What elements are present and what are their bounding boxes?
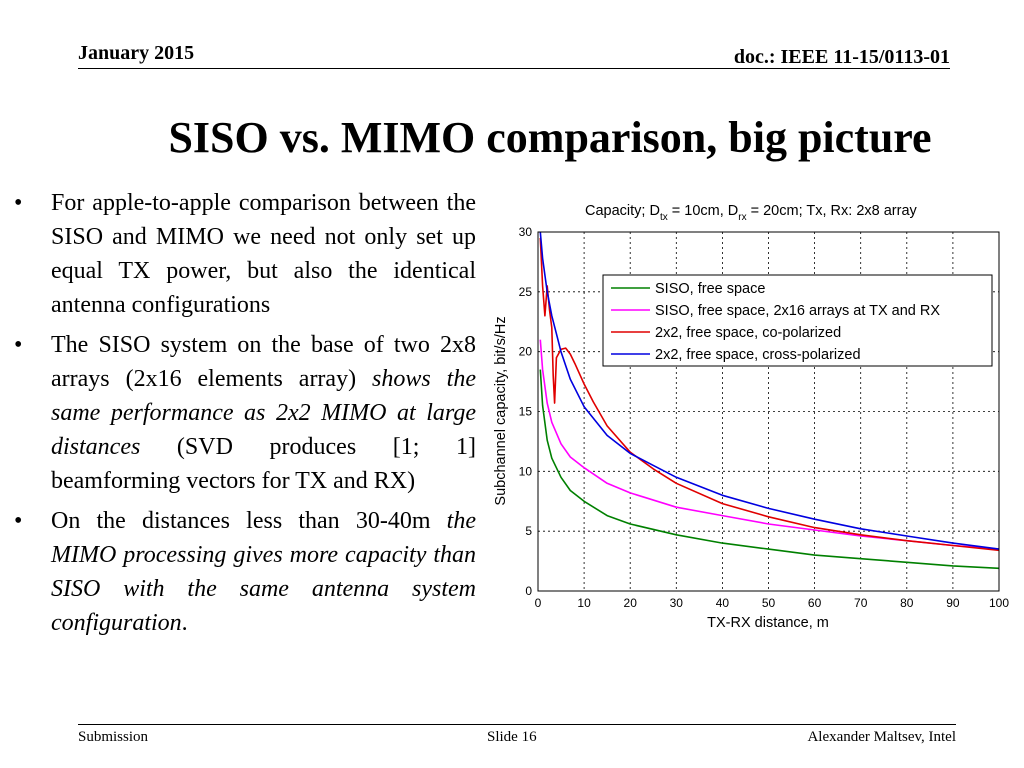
- x-tick-label: 40: [716, 596, 730, 610]
- y-tick-label: 0: [525, 584, 532, 598]
- series-line-1: [539, 369, 1000, 570]
- header-doc-id: doc.: IEEE 11-15/0113-01: [733, 46, 950, 68]
- bullet-seg: .: [181, 610, 188, 636]
- x-tick-label: 30: [670, 596, 684, 610]
- capacity-chart: Capacity; Dtx = 10cm, Drx = 20cm; Tx, Rx…: [493, 203, 1009, 631]
- x-tick-label: 0: [535, 596, 542, 610]
- legend-label-1: SISO, free space: [655, 281, 765, 297]
- header-date: January 2015: [78, 42, 195, 64]
- bullet-seg-italic: the MIMO processing gives more capacity …: [51, 508, 476, 636]
- y-tick-label: 25: [519, 285, 533, 299]
- legend-box: [602, 274, 993, 367]
- bullet-list: • For apple-to-apple comparison between t…: [14, 186, 476, 646]
- bullet-item: • The SISO system on the base of two 2x8 …: [14, 328, 476, 498]
- bullet-seg: For apple-to-apple comparison between th…: [51, 190, 476, 318]
- bullet-dot: •: [14, 190, 23, 216]
- y-tick-label: 20: [519, 345, 533, 359]
- y-tick-label: 15: [519, 405, 533, 419]
- x-tick-label: 100: [989, 596, 1009, 610]
- bullet-item: • For apple-to-apple comparison between t…: [14, 186, 476, 322]
- x-tick-label: 60: [808, 596, 822, 610]
- chart-title: Capacity; Dtx = 10cm, Drx = 20cm; Tx, Rx…: [585, 203, 918, 223]
- x-tick-label: 50: [762, 596, 776, 610]
- bullet-seg: (SVD produces [1; 1] beamforming vectors…: [51, 434, 476, 494]
- y-axis-label: Subchannel capacity, bit/s/Hz: [493, 316, 509, 505]
- bullet-dot: •: [14, 508, 23, 534]
- plot-frame: [537, 231, 1000, 592]
- bullet-seg: On the distances less than 30-40m: [51, 508, 447, 534]
- series-line-3: [539, 237, 1000, 552]
- x-tick-label: 90: [946, 596, 960, 610]
- bullet-dot: •: [14, 332, 23, 358]
- header-divider: [78, 68, 950, 69]
- bullet-seg-italic: shows the same performance as 2x2 MIMO a…: [51, 366, 476, 460]
- x-tick-label: 70: [854, 596, 868, 610]
- x-tick-label: 10: [577, 596, 591, 610]
- legend-label-3: 2x2, free space, co-polarized: [655, 325, 841, 341]
- legend-label-2: SISO, free space, 2x16 arrays at TX and …: [655, 303, 940, 319]
- footer-submission: Submission: [78, 729, 149, 745]
- bullet-item: • On the distances less than 30-40m the M…: [14, 504, 476, 640]
- footer-slide-number: Slide 16: [487, 729, 537, 745]
- series-line-4: [539, 231, 1000, 550]
- bullet-seg: The SISO system on the base of two 2x8 a…: [51, 332, 476, 392]
- footer-divider: [78, 724, 956, 725]
- y-tick-label: 5: [525, 524, 532, 538]
- legend: SISO, free space SISO, free space, 2x16 a…: [602, 274, 993, 367]
- x-axis-label: TX-RX distance, m: [707, 615, 829, 631]
- x-tick-label: 20: [624, 596, 638, 610]
- x-tick-label: 80: [900, 596, 914, 610]
- y-tick-label: 10: [519, 464, 533, 478]
- y-tick-label: 30: [519, 225, 533, 239]
- legend-label-4: 2x2, free space, cross-polarized: [655, 347, 861, 363]
- slide-title: SISO vs. MIMO comparison, big picture: [168, 113, 932, 162]
- footer-author: Alexander Maltsev, Intel: [807, 729, 956, 745]
